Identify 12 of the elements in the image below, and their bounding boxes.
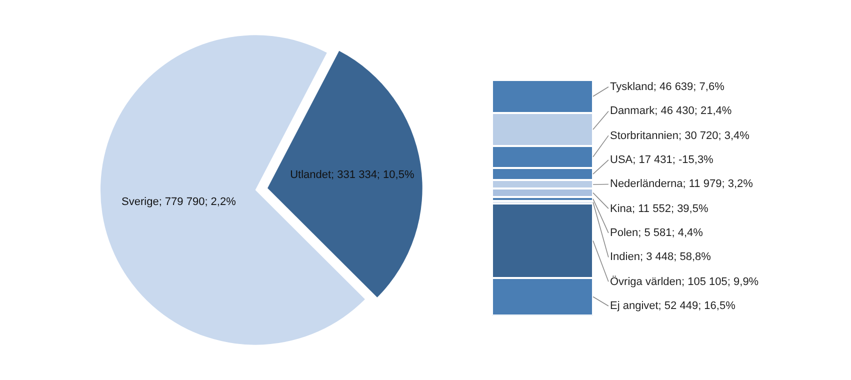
data-label: Polen; 5 581; 4,4%	[610, 227, 704, 239]
slice-label: Utlandet; 331 334; 10,5%	[290, 169, 414, 182]
data-label: Storbritannien; 30 720; 3,4%	[610, 130, 750, 142]
data-label: Kina; 11 552; 39,5%	[610, 203, 708, 215]
data-label: Tyskland; 46 639; 7,6%	[610, 81, 725, 93]
data-label: Ej angivet; 52 449; 16,5%	[610, 300, 736, 312]
data-label: Nederländerna; 11 979; 3,2%	[610, 178, 754, 190]
data-label: USA; 17 431; -15,3%	[610, 154, 714, 166]
data-label: Indien; 3 448; 58,8%	[610, 251, 712, 263]
data-label: Danmark; 46 430; 21,4%	[610, 105, 732, 117]
slice-label: Sverige; 779 790; 2,2%	[122, 196, 236, 208]
data-label: Övriga världen; 105 105; 9,9%	[610, 275, 759, 288]
